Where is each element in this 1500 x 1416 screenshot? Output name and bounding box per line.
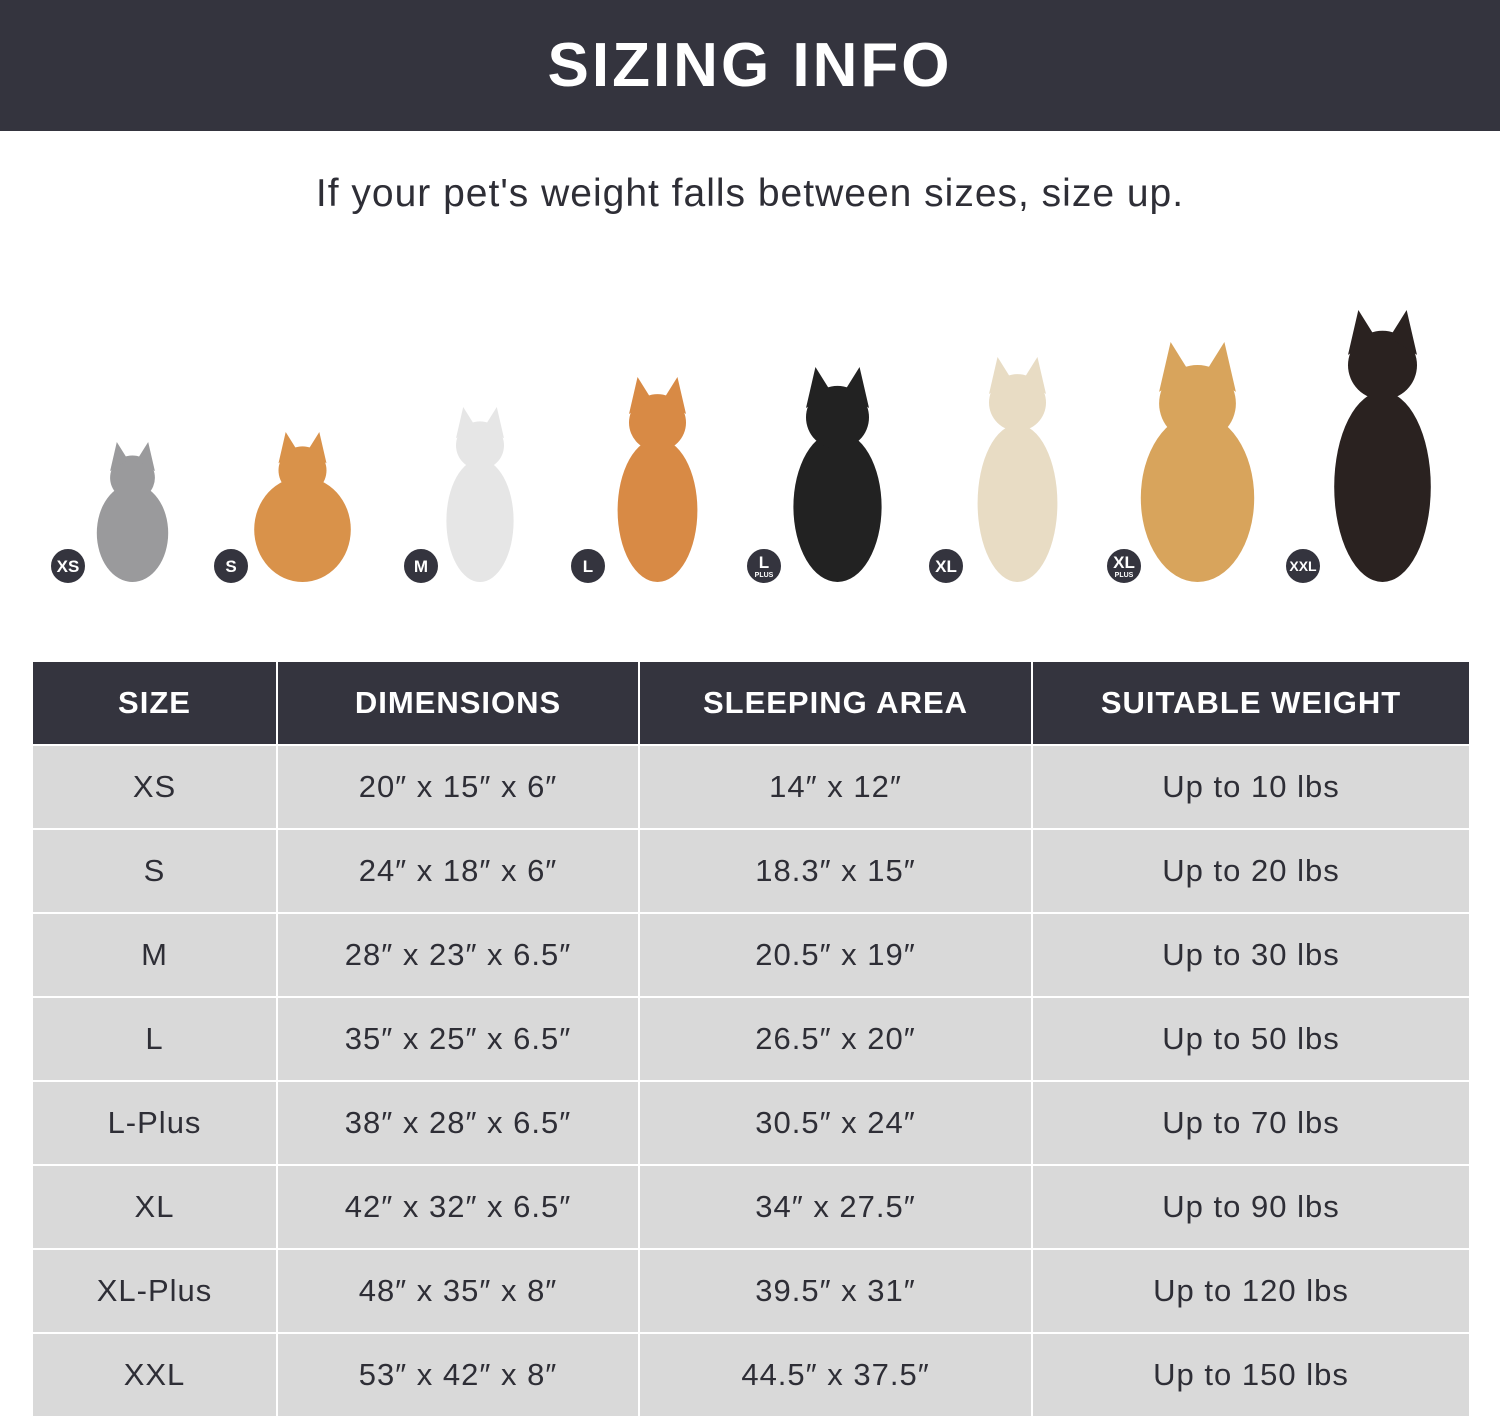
cell-dimensions: 42″ x 32″ x 6.5″ — [276, 1164, 640, 1250]
badge-plus-label: PLUS — [1114, 571, 1134, 579]
size-badge: XS — [50, 548, 86, 584]
cell-dimensions: 38″ x 28″ x 6.5″ — [276, 1080, 640, 1166]
cell-sleeping-area: 34″ x 27.5″ — [638, 1164, 1033, 1250]
cell-dimensions: 28″ x 23″ x 6.5″ — [276, 912, 640, 998]
table-row: XXL 53″ x 42″ x 8″ 44.5″ x 37.5″ Up to 150 … — [31, 1332, 1471, 1416]
pet-photo-doberman — [1325, 310, 1440, 582]
cell-sleeping-area: 14″ x 12″ — [638, 744, 1033, 830]
size-badge: XXL — [1285, 548, 1321, 584]
cell-sleeping-area: 30.5″ x 24″ — [638, 1080, 1033, 1166]
cell-weight: Up to 70 lbs — [1031, 1080, 1471, 1166]
cell-weight: Up to 150 lbs — [1031, 1332, 1471, 1416]
cell-dimensions: 48″ x 35″ x 8″ — [276, 1248, 640, 1334]
sizing-table: SIZE DIMENSIONS SLEEPING AREA SUITABLE W… — [31, 660, 1471, 1416]
cell-size: XXL — [31, 1332, 278, 1416]
size-badge: L — [570, 548, 606, 584]
cell-dimensions: 53″ x 42″ x 8″ — [276, 1332, 640, 1416]
table-row: XL 42″ x 32″ x 6.5″ 34″ x 27.5″ Up to 90 lb… — [31, 1164, 1471, 1250]
cell-size: XS — [31, 744, 278, 830]
pet-photo-border-collie — [785, 367, 890, 582]
badge-label: XL — [1113, 552, 1135, 572]
size-badge: XL PLUS — [1106, 548, 1142, 584]
badge-label: L — [758, 552, 770, 572]
header-sleeping-area: SLEEPING AREA — [638, 660, 1033, 746]
pet-photo-labrador — [970, 357, 1065, 582]
header-suitable-weight: SUITABLE WEIGHT — [1031, 660, 1471, 746]
table-row: XS 20″ x 15″ x 6″ 14″ x 12″ Up to 10 lbs — [31, 744, 1471, 830]
table-row: M 28″ x 23″ x 6.5″ 20.5″ x 19″ Up to 30 lbs — [31, 912, 1471, 998]
badge-label: XXL — [1289, 558, 1317, 574]
cell-weight: Up to 50 lbs — [1031, 996, 1471, 1082]
size-badge: XL — [928, 548, 964, 584]
cell-weight: Up to 90 lbs — [1031, 1164, 1471, 1250]
pet-photo-golden-retriever — [1130, 342, 1265, 582]
sizing-tip: If your pet's weight falls between sizes… — [315, 172, 1185, 215]
table-row: S 24″ x 18″ x 6″ 18.3″ x 15″ Up to 20 lbs — [31, 828, 1471, 914]
cell-weight: Up to 20 lbs — [1031, 828, 1471, 914]
badge-label: XL — [935, 556, 957, 576]
size-badge: L PLUS — [746, 548, 782, 584]
header-size: SIZE — [31, 660, 278, 746]
badge-label: M — [413, 556, 429, 576]
cell-sleeping-area: 39.5″ x 31″ — [638, 1248, 1033, 1334]
cell-size: XL-Plus — [31, 1248, 278, 1334]
table-row: L-Plus 38″ x 28″ x 6.5″ 30.5″ x 24″ Up to 7… — [31, 1080, 1471, 1166]
pet-photo-shiba-inu — [610, 377, 705, 582]
cell-dimensions: 20″ x 15″ x 6″ — [276, 744, 640, 830]
cell-weight: Up to 120 lbs — [1031, 1248, 1471, 1334]
cell-sleeping-area: 18.3″ x 15″ — [638, 828, 1033, 914]
cell-size: M — [31, 912, 278, 998]
cell-dimensions: 35″ x 25″ x 6.5″ — [276, 996, 640, 1082]
cell-sleeping-area: 26.5″ x 20″ — [638, 996, 1033, 1082]
badge-label: L — [582, 556, 594, 576]
cell-sleeping-area: 20.5″ x 19″ — [638, 912, 1033, 998]
page-title: SIZING INFO — [547, 31, 953, 100]
badge-label: S — [225, 556, 237, 576]
table-row: L 35″ x 25″ x 6.5″ 26.5″ x 20″ Up to 50 lbs — [31, 996, 1471, 1082]
header-dimensions: DIMENSIONS — [276, 660, 640, 746]
table-header-row: SIZE DIMENSIONS SLEEPING AREA SUITABLE W… — [31, 660, 1471, 746]
pet-size-lineup: XS S M L L PLUS XL XL PLUS XXL — [0, 300, 1500, 600]
pet-photo-grey-cat — [90, 442, 175, 582]
size-badge: S — [213, 548, 249, 584]
pet-photo-pomeranian — [245, 432, 360, 582]
cell-weight: Up to 10 lbs — [1031, 744, 1471, 830]
cell-size: XL — [31, 1164, 278, 1250]
badge-label: XS — [56, 556, 80, 576]
table-row: XL-Plus 48″ x 35″ x 8″ 39.5″ x 31″ Up to 12… — [31, 1248, 1471, 1334]
size-badge: M — [403, 548, 439, 584]
cell-size: L-Plus — [31, 1080, 278, 1166]
cell-weight: Up to 30 lbs — [1031, 912, 1471, 998]
cell-size: S — [31, 828, 278, 914]
badge-plus-label: PLUS — [754, 571, 774, 579]
cell-sleeping-area: 44.5″ x 37.5″ — [638, 1332, 1033, 1416]
pet-photo-french-bulldog — [440, 407, 520, 582]
cell-size: L — [31, 996, 278, 1082]
header-bar: SIZING INFO — [0, 0, 1500, 131]
cell-dimensions: 24″ x 18″ x 6″ — [276, 828, 640, 914]
